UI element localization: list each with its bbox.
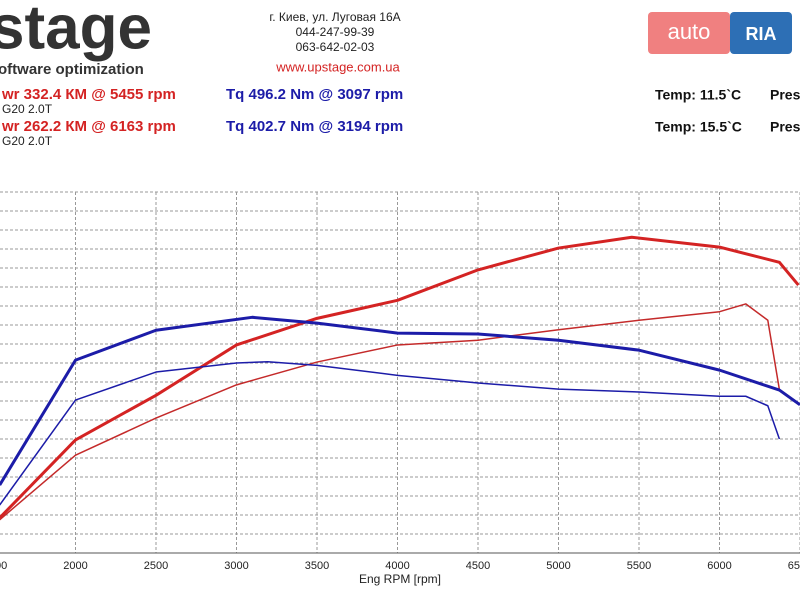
pressure: Pres — [770, 119, 800, 135]
website: www.upstage.com.ua — [275, 59, 400, 74]
x-tick-label: 4500 — [466, 560, 490, 572]
series-line — [0, 360, 781, 506]
logo: stage — [0, 0, 152, 62]
phone: 063-642-02-03 — [296, 40, 375, 54]
torque-result: Tq 402.7 Nm @ 3194 rpm — [226, 118, 403, 135]
pressure: Pres — [770, 87, 800, 103]
x-tick-label: 5000 — [546, 560, 570, 572]
x-tick-label: 5500 — [627, 560, 651, 572]
badge-auto: auto — [668, 19, 711, 44]
x-axis-label: Eng RPM [rpm] — [359, 572, 441, 586]
plot: 1500 2000 2500 3000 3500 4000 4500 5000 5500 6000… — [0, 191, 800, 586]
power-result: wr 262.2 КМ @ 6163 rpm — [1, 118, 176, 135]
x-tick-label: 3000 — [224, 560, 248, 572]
power-result: wr 332.4 КМ @ 5455 rpm — [1, 86, 176, 103]
series-line — [0, 235, 800, 519]
series-line — [0, 315, 800, 486]
phone: 044-247-99-39 — [296, 25, 375, 39]
badge-right — [730, 12, 792, 54]
x-tick-label: 1500 — [0, 560, 7, 572]
torque-result: Tq 496.2 Nm @ 3097 rpm — [226, 86, 403, 103]
x-tick-label: 6500 — [788, 560, 800, 572]
runs: wr 332.4 КМ @ 5455 rpm Tq 496.2 Nm @ 3097… — [1, 86, 800, 148]
car: G20 2.0T — [2, 134, 53, 148]
x-tick-label: 3500 — [305, 560, 329, 572]
series-line — [0, 303, 781, 521]
badge-ria: RIA — [746, 24, 777, 44]
x-tick-label: 4000 — [385, 560, 409, 572]
temperature: Temp: 15.5`C — [655, 119, 742, 135]
address: г. Киев, ул. Луговая 16А — [269, 10, 400, 24]
x-tick-label: 6000 — [707, 560, 731, 572]
badge-left — [648, 12, 730, 54]
tagline: oftware optimization — [0, 61, 144, 78]
x-tick-label: 2000 — [63, 560, 87, 572]
temperature: Temp: 11.5`C — [655, 87, 741, 103]
x-tick-label: 2500 — [144, 560, 168, 572]
car: G20 2.0T — [2, 102, 53, 116]
